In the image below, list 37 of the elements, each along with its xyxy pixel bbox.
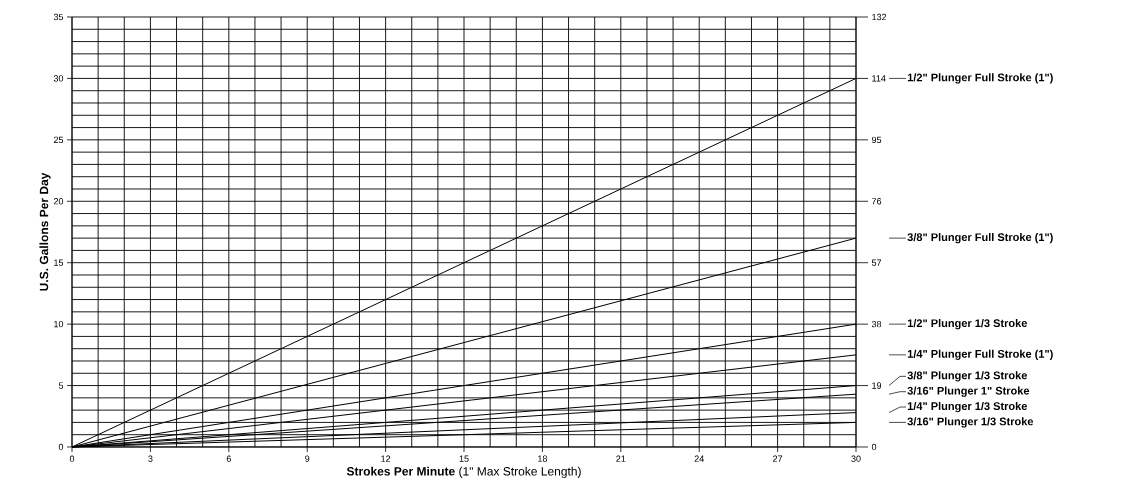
legend-label: 1/4" Plunger 1/3 Stroke bbox=[907, 401, 1027, 413]
y2-tick-label: 38 bbox=[871, 320, 882, 328]
x-tick-label: 12 bbox=[381, 455, 391, 462]
y2-tick-label: 57 bbox=[871, 259, 882, 266]
legend-label: 3/16" Plunger 1/3 Stroke bbox=[907, 417, 1034, 428]
y2-tick-label: 0 bbox=[871, 443, 877, 451]
y-tick-label: 35 bbox=[53, 13, 64, 21]
y-tick-label: 15 bbox=[54, 259, 64, 266]
x-axis-title: Strokes Per Minute (1" Max Stroke Length) bbox=[346, 466, 581, 478]
legend-label: 1/4" Plunger Full Stroke (1") bbox=[907, 349, 1053, 360]
y2-tick-label: 114 bbox=[872, 75, 886, 82]
y2-tick-label: 132 bbox=[872, 13, 887, 21]
y-tick-label: 5 bbox=[58, 382, 64, 389]
x-tick-label: 9 bbox=[305, 455, 310, 462]
x-tick-label: 6 bbox=[226, 455, 231, 462]
x-tick-label: 21 bbox=[616, 455, 626, 462]
x-tick-label: 30 bbox=[851, 455, 861, 462]
legend-label: 1/2" Plunger 1/3 Stroke bbox=[907, 318, 1027, 330]
y-tick-label: 25 bbox=[53, 136, 64, 144]
legend-label: 3/8" Plunger 1/3 Stroke bbox=[907, 371, 1027, 382]
x-tick-label: 15 bbox=[459, 455, 469, 462]
y2-tick-label: 95 bbox=[871, 136, 882, 144]
x-tick-label: 24 bbox=[694, 455, 704, 462]
y-tick-label: 0 bbox=[58, 443, 64, 451]
x-tick-label: 27 bbox=[773, 455, 783, 462]
y2-tick-label: 76 bbox=[871, 198, 882, 205]
x-tick-label: 3 bbox=[148, 455, 153, 462]
y-axis-title: U.S. Gallons Per Day bbox=[39, 172, 51, 291]
x-tick-label: 0 bbox=[69, 455, 75, 462]
legend-label: 3/16" Plunger 1" Stroke bbox=[907, 386, 1030, 397]
legend-label: 3/8" Plunger Full Stroke (1") bbox=[907, 232, 1053, 244]
y-tick-label: 10 bbox=[54, 320, 64, 328]
legend-label: 1/2" Plunger Full Stroke (1") bbox=[907, 73, 1053, 84]
x-tick-label: 18 bbox=[538, 455, 548, 462]
y-tick-label: 30 bbox=[53, 75, 64, 82]
y-tick-label: 20 bbox=[53, 198, 64, 205]
y2-tick-label: 19 bbox=[872, 382, 882, 389]
